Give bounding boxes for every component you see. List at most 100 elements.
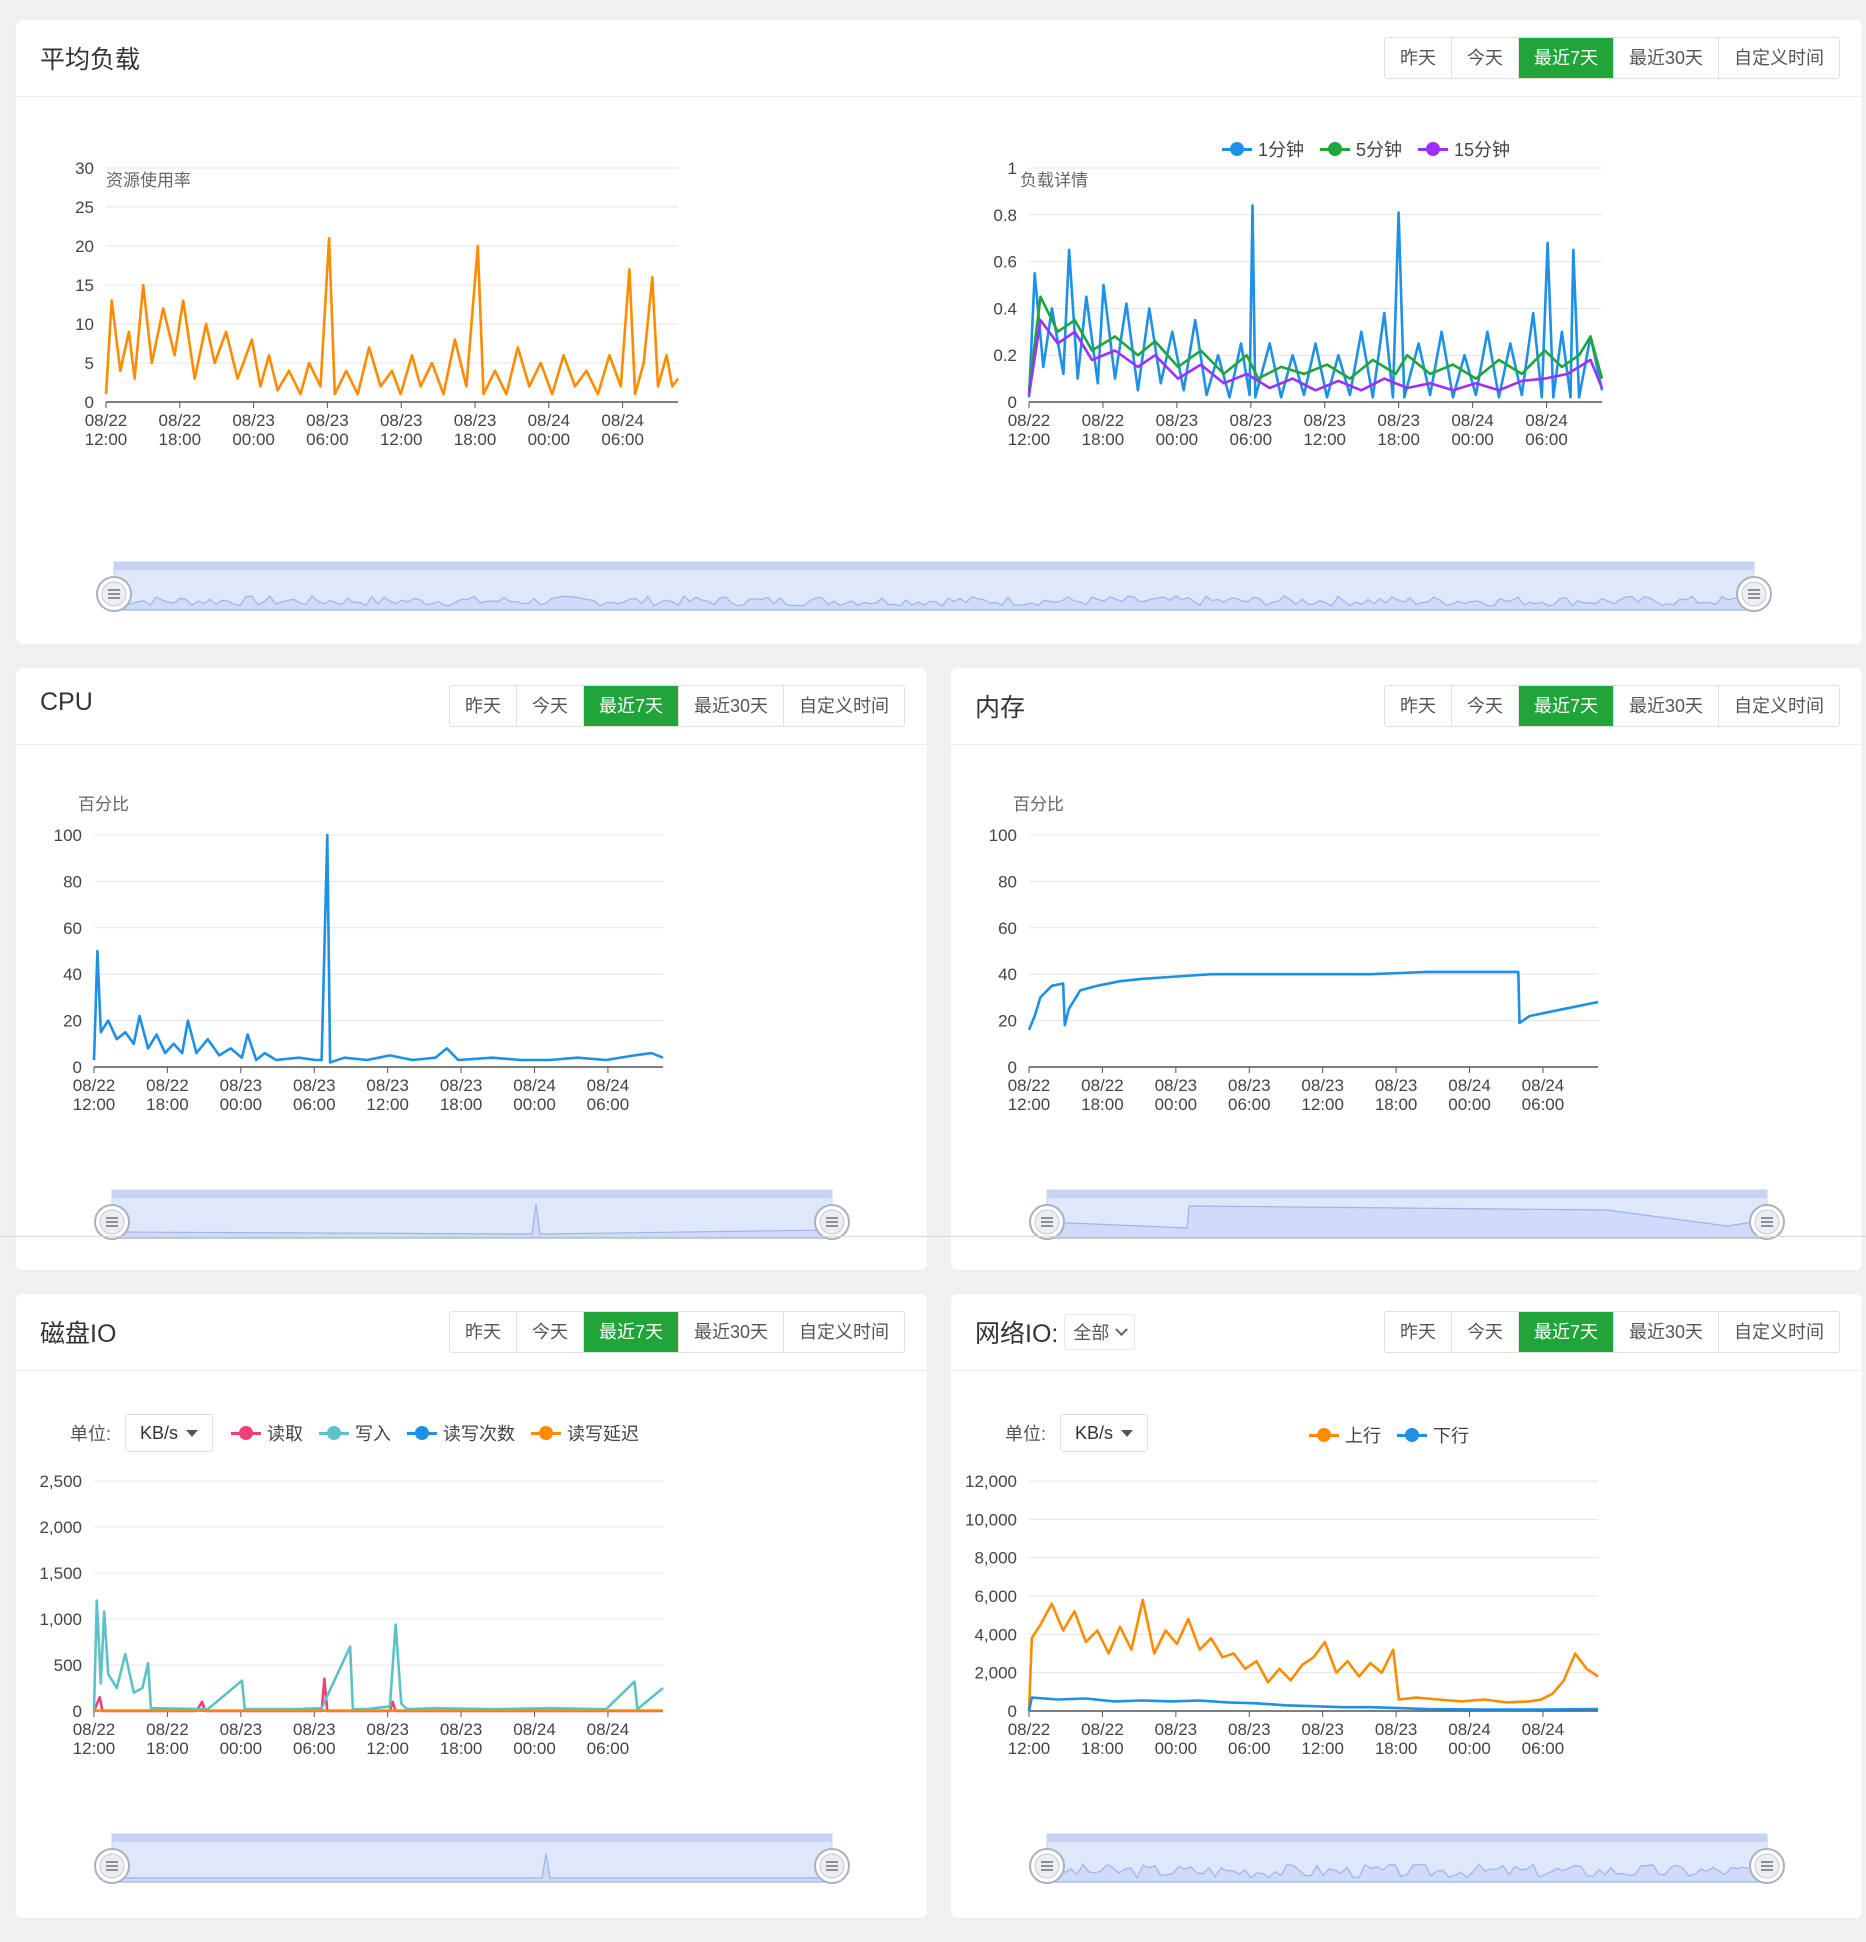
legend-5min[interactable]: 5分钟 [1320,136,1402,162]
zoom-slider[interactable] [94,1833,850,1884]
x-tick-label: 00:00 [220,1095,263,1114]
time-range-group: 昨天 今天 最近7天 最近30天 自定义时间 [448,685,905,727]
series-line-5分钟 [1027,295,1604,391]
zoom-slider[interactable] [1029,1833,1785,1884]
slider-handle[interactable] [1749,1204,1785,1240]
btn-custom-time[interactable]: 自定义时间 [1719,686,1839,726]
x-tick-label: 18:00 [440,1095,483,1114]
x-tick-label: 08/24 [1522,1076,1565,1095]
x-tick-label: 08/23 [1303,411,1346,430]
slider-handle[interactable] [814,1204,850,1240]
btn-custom-time[interactable]: 自定义时间 [1719,1312,1839,1352]
legend-swatch-icon [531,1426,562,1440]
y-tick-label: 0.6 [993,253,1017,272]
btn-today[interactable]: 今天 [1451,1312,1519,1352]
btn-last-30-days[interactable]: 最近30天 [678,1312,784,1352]
time-range-group: 昨天 今天 最近7天 最近30天 自定义时间 [1383,685,1840,727]
btn-yesterday[interactable]: 昨天 [1384,686,1452,726]
series-line-下行 [1027,1696,1599,1712]
legend-upload[interactable]: 上行 [1309,1422,1381,1448]
legend-swatch-icon [407,1426,438,1440]
btn-last-30-days[interactable]: 最近30天 [1613,686,1719,726]
slider-handle[interactable] [94,1204,130,1240]
x-tick-label: 12:00 [85,430,128,449]
load-charts: 05101520253008/2212:0008/2218:0008/2300:… [75,159,1772,612]
x-tick-label: 08/23 [1375,1076,1418,1095]
x-tick-label: 08/23 [1301,1720,1344,1739]
legend-download[interactable]: 下行 [1397,1422,1469,1448]
zoom-slider[interactable] [1029,1189,1785,1240]
y-tick-label: 5 [85,354,94,373]
y-tick-label: 15 [75,276,94,295]
x-tick-label: 08/24 [528,411,571,430]
y-tick-label: 0 [85,393,94,412]
btn-last-30-days[interactable]: 最近30天 [1613,38,1719,78]
x-tick-label: 08/22 [1008,1720,1051,1739]
unit-select[interactable]: KB/s [1060,1414,1149,1452]
slider-handle[interactable] [96,576,132,612]
x-tick-label: 12:00 [1008,1095,1051,1114]
x-tick-label: 08/22 [73,1076,116,1095]
zoom-slider[interactable] [94,1189,850,1240]
btn-last-7-days[interactable]: 最近7天 [583,686,679,726]
legend-label: 读写延迟 [567,1424,640,1444]
btn-last-7-days[interactable]: 最近7天 [1518,1312,1614,1352]
legend-1min[interactable]: 1分钟 [1222,136,1304,162]
btn-last-7-days[interactable]: 最近7天 [583,1312,679,1352]
x-tick-label: 18:00 [1375,1095,1418,1114]
btn-custom-time[interactable]: 自定义时间 [784,686,904,726]
slider-handle[interactable] [94,1848,130,1884]
unit-select[interactable]: KB/s [125,1414,214,1452]
btn-last-7-days[interactable]: 最近7天 [1518,38,1614,78]
slider-handle[interactable] [1736,576,1772,612]
slider-handle[interactable] [1029,1848,1065,1884]
slider-handle[interactable] [1749,1848,1785,1884]
network-filter-select[interactable]: 全部 [1064,1314,1136,1350]
x-tick-label: 06:00 [1522,1739,1565,1758]
legend-latency[interactable]: 读写延迟 [531,1420,639,1446]
y-tick-label: 10 [75,315,94,334]
zoom-slider[interactable] [96,561,1772,612]
memory-panel: 内存 昨天 今天 最近7天 最近30天 自定义时间 百分比 0 20 40 60 80 1… [951,668,1862,1270]
legend-15min[interactable]: 15分钟 [1418,136,1510,162]
x-tick-label: 12:00 [366,1095,409,1114]
x-tick-label: 06:00 [1522,1095,1565,1114]
network-filter-value: 全部 [1073,1323,1110,1343]
y-tick-label: 2,000 [974,1664,1017,1683]
chart-disk-io: 05001,0001,5002,0002,50008/2212:0008/221… [39,1472,664,1758]
legend-label: 下行 [1433,1426,1469,1446]
legend-swatch-icon [1309,1428,1339,1442]
btn-custom-time[interactable]: 自定义时间 [1719,38,1839,78]
x-tick-label: 06:00 [293,1739,336,1758]
legend-read[interactable]: 读取 [231,1420,303,1446]
btn-last-7-days[interactable]: 最近7天 [1518,686,1614,726]
x-tick-label: 08/24 [587,1720,630,1739]
y-tick-label: 500 [54,1656,82,1675]
load-panel-header: 平均负载 昨天 今天 最近7天 最近30天 自定义时间 [16,20,1862,97]
legend-swatch-icon [1418,142,1449,156]
btn-last-30-days[interactable]: 最近30天 [678,686,784,726]
btn-today[interactable]: 今天 [516,686,584,726]
x-tick-label: 18:00 [146,1739,189,1758]
slider-top-bar [112,1834,832,1842]
x-tick-label: 08/23 [366,1076,409,1095]
slider-handle[interactable] [814,1848,850,1884]
btn-yesterday[interactable]: 昨天 [1384,1312,1452,1352]
btn-yesterday[interactable]: 昨天 [1384,38,1452,78]
btn-today[interactable]: 今天 [1451,686,1519,726]
legend-write[interactable]: 写入 [319,1420,391,1446]
legend-iops[interactable]: 读写次数 [407,1420,515,1446]
btn-yesterday[interactable]: 昨天 [449,1312,517,1352]
btn-custom-time[interactable]: 自定义时间 [784,1312,904,1352]
btn-yesterday[interactable]: 昨天 [449,686,517,726]
time-range-group: 昨天 今天 最近7天 最近30天 自定义时间 [1383,37,1840,79]
btn-today[interactable]: 今天 [516,1312,584,1352]
slider-top-bar [1047,1834,1767,1842]
y-tick-label: 100 [989,826,1017,845]
btn-today[interactable]: 今天 [1451,38,1519,78]
panel-title: 网络IO: 全部 [975,1314,1136,1350]
x-tick-label: 00:00 [1448,1739,1491,1758]
x-tick-label: 08/23 [220,1720,263,1739]
btn-last-30-days[interactable]: 最近30天 [1613,1312,1719,1352]
slider-handle[interactable] [1029,1204,1065,1240]
